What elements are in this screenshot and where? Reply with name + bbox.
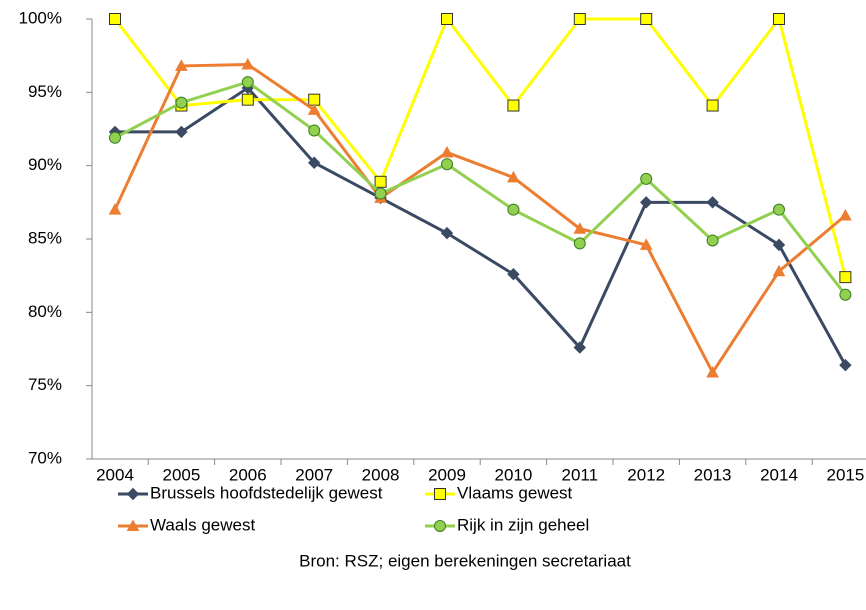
data-point [573,222,587,234]
data-point [772,264,786,277]
x-tick-label: 2014 [760,465,798,484]
data-point [706,365,719,378]
y-tick-label: 70% [28,448,62,467]
y-tick-label: 80% [28,302,62,321]
legend-label: Brussels hoofdstedelijk gewest [150,483,383,502]
data-point [507,170,520,183]
x-tick-label: 2010 [494,465,532,484]
x-tick-label: 2004 [96,465,134,484]
data-point [374,175,387,188]
y-tick-label: 95% [28,82,62,101]
x-tick-label: 2013 [694,465,732,484]
data-point [773,13,785,25]
data-point [573,237,586,250]
data-point [706,196,719,209]
x-tick-label: 2012 [627,465,665,484]
legend-marker [434,488,446,500]
data-point [241,76,254,89]
y-tick-label: 90% [28,155,62,174]
data-point [374,187,387,200]
data-point [109,13,121,25]
source-note: Bron: RSZ; eigen berekeningen secretaria… [299,551,631,570]
data-point [241,57,255,70]
x-tick-label: 2011 [562,465,599,484]
legend-label: Rijk in zijn geheel [457,515,589,534]
data-point [175,59,188,71]
data-point [839,208,852,221]
data-point [308,124,321,137]
data-point [175,125,188,139]
series-line [113,15,847,278]
series-line [114,80,847,296]
data-point [108,203,122,215]
data-point [307,156,321,169]
y-tick-label: 85% [28,228,62,247]
data-point [573,13,586,25]
y-tick-label: 75% [28,375,62,394]
x-tick-label: 2007 [295,465,333,484]
legend-marker [126,519,140,531]
series-line [115,85,847,366]
data-point [507,99,520,112]
legend-marker [434,520,446,532]
data-point [109,131,121,144]
data-point [772,238,786,252]
data-point [241,93,254,106]
data-point [175,96,188,109]
data-point [839,288,852,301]
legend-marker [126,487,140,501]
series-line [113,62,847,376]
x-tick-label: 2009 [428,465,466,484]
data-point [307,103,321,115]
y-tick-label: 100% [19,8,62,27]
data-point [839,271,852,284]
data-point [640,172,653,185]
x-tick-label: 2015 [826,465,864,484]
legend-label: Vlaams gewest [457,483,573,502]
x-tick-label: 2008 [362,465,400,484]
x-tick-label: 2006 [229,465,267,484]
data-point [507,267,520,281]
data-point [773,203,785,216]
data-point [573,341,587,354]
data-point [706,99,719,112]
x-tick-label: 2005 [162,465,200,484]
legend-label: Waals gewest [150,515,255,534]
data-point [640,13,653,25]
data-point [441,158,453,171]
data-point [440,145,454,158]
data-point [639,196,653,209]
data-point [441,13,453,25]
data-point [706,234,719,247]
data-point [440,226,454,240]
data-point [839,358,852,372]
data-point [639,238,653,250]
data-point [507,203,520,216]
